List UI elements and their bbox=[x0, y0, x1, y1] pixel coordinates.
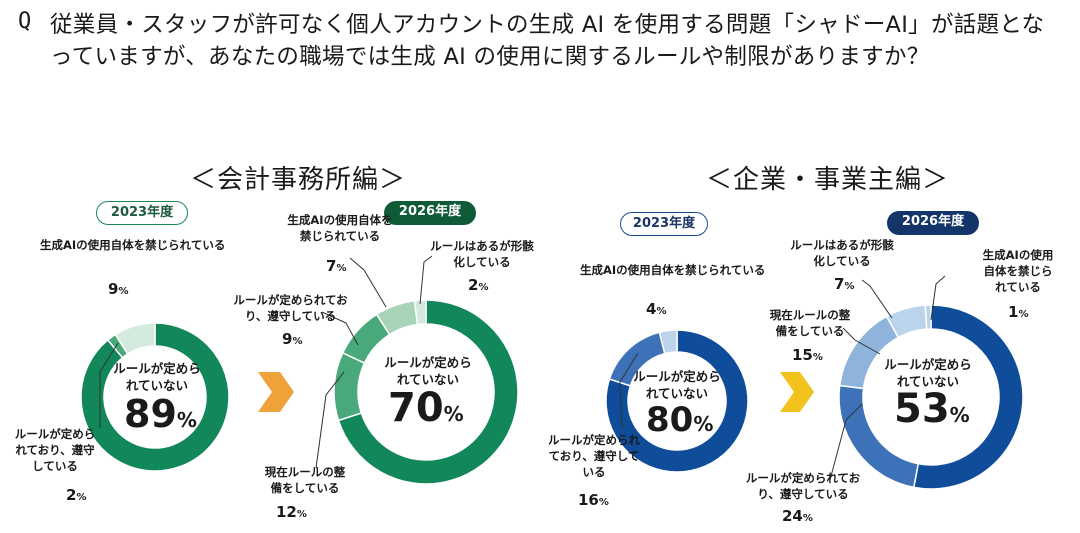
center-pct-accounting-2026: 70% bbox=[388, 385, 464, 431]
leader-lines bbox=[99, 255, 946, 481]
label-business-2026-prohibited: 生成AIの使用自体を禁じられている bbox=[982, 248, 1054, 294]
center-pct-business-2023: 80% bbox=[646, 400, 714, 440]
arrow-accounting bbox=[258, 372, 294, 412]
donut-accounting-2026 bbox=[333, 299, 519, 485]
donut-slice bbox=[912, 304, 1024, 490]
pct-accounting-2026-prohibited: 7% bbox=[326, 257, 347, 275]
pct-accounting-2026-preparing: 12% bbox=[276, 503, 307, 521]
section-title-business: ＜企業・事業主編＞ bbox=[706, 165, 950, 195]
center-label-business-2026: ルールが定められていない bbox=[884, 357, 972, 389]
donut-business-2026 bbox=[838, 304, 1024, 490]
question-text: 従業員・スタッフが許可なく個人アカウントの生成 AI を使用する問題「シャドーA… bbox=[50, 12, 1045, 70]
year-pill-business-2023: 2023年度 bbox=[620, 212, 708, 236]
label-business-2023-prohibited: 生成AIの使用自体を禁じられている bbox=[580, 263, 766, 277]
label-business-2026-preparing: 現在ルールの整備をしている bbox=[769, 308, 851, 338]
year-pill-accounting-2026: 2026年度 bbox=[384, 201, 476, 225]
center-pct-accounting-2023: 89% bbox=[124, 392, 197, 436]
label-accounting-2023-prohibited: 生成AIの使用自体を禁じられている bbox=[40, 238, 226, 252]
donut-slice bbox=[114, 322, 156, 355]
question-mark: Q bbox=[18, 9, 32, 34]
center-pct-business-2026: 53% bbox=[894, 386, 970, 432]
label-accounting-2023-followed: ルールが定められており、遵守している bbox=[14, 427, 96, 473]
arrow-business bbox=[780, 372, 814, 412]
year-pill-business-2026: 2026年度 bbox=[887, 211, 979, 235]
pct-business-2023-followed: 16% bbox=[578, 491, 609, 509]
label-business-2023-followed: ルールが定められており、遵守している bbox=[548, 433, 640, 479]
donut-business-2023 bbox=[605, 329, 749, 473]
label-accounting-2026-followed: ルールが定められており、遵守している bbox=[233, 293, 348, 323]
label-business-2026-hollow: ルールはあるが形骸化している bbox=[790, 238, 894, 268]
donut-slice bbox=[80, 322, 230, 472]
center-label-business-2023: ルールが定められていない bbox=[633, 369, 721, 401]
pct-business-2026-followed: 24% bbox=[782, 507, 813, 525]
center-label-accounting-2026: ルールが定められていない bbox=[384, 355, 472, 387]
pct-business-2026-hollow: 7% bbox=[834, 275, 855, 293]
pct-business-2026-preparing: 15% bbox=[792, 346, 823, 364]
label-accounting-2026-prohibited: 生成AIの使用自体を禁じられている bbox=[287, 213, 393, 243]
pct-business-2023-prohibited: 4% bbox=[646, 300, 667, 318]
donut-slice bbox=[658, 329, 678, 355]
pct-accounting-2026-hollow: 2% bbox=[468, 276, 489, 294]
section-title-accounting: ＜会計事務所編＞ bbox=[190, 165, 407, 195]
label-business-2026-followed: ルールが定められており、遵守している bbox=[745, 471, 861, 501]
donut-slice bbox=[337, 299, 519, 485]
donut-slice bbox=[924, 304, 932, 330]
year-pill-accounting-2023: 2023年度 bbox=[96, 201, 188, 225]
donut-slice bbox=[413, 299, 427, 326]
donut-slice bbox=[605, 329, 749, 473]
pct-business-2026-prohibited: 1% bbox=[1008, 303, 1029, 321]
pct-accounting-2023-prohibited: 9% bbox=[108, 280, 129, 298]
center-label-accounting-2023: ルールが定められていない bbox=[113, 361, 201, 393]
pct-accounting-2026-followed: 9% bbox=[282, 330, 303, 348]
donut-accounting-2023 bbox=[80, 322, 230, 472]
pct-accounting-2023-followed: 2% bbox=[66, 486, 87, 504]
label-accounting-2026-preparing: 現在ルールの整備をしている bbox=[264, 465, 346, 495]
label-accounting-2026-hollow: ルールはあるが形骸化している bbox=[430, 239, 534, 269]
donut-slice bbox=[333, 351, 366, 422]
